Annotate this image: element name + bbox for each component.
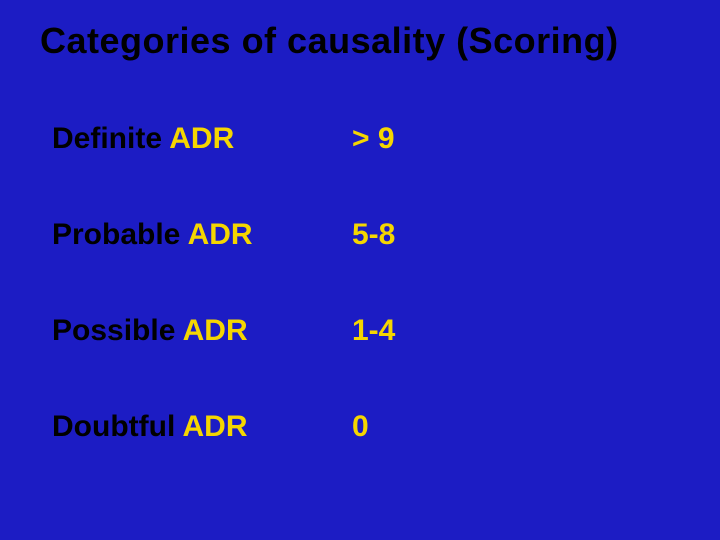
table-row-score: > 9 — [352, 122, 680, 156]
table-row-score: 1-4 — [352, 314, 680, 348]
label-part-yellow: ADR — [175, 314, 247, 347]
slide-container: Categories of causality (Scoring) Defini… — [0, 0, 720, 540]
label-part-black: Doubtful — [52, 410, 175, 443]
table-row-label: Possible ADR — [52, 314, 352, 348]
label-part-yellow: ADR — [162, 122, 234, 155]
label-part-black: Probable — [52, 218, 180, 251]
score-table: Definite ADR > 9 Probable ADR 5-8 Possib… — [40, 122, 680, 444]
table-row-label: Definite ADR — [52, 122, 352, 156]
label-part-black: Definite — [52, 122, 162, 155]
table-row-label: Doubtful ADR — [52, 410, 352, 444]
table-row-score: 0 — [352, 410, 680, 444]
slide-title: Categories of causality (Scoring) — [40, 20, 680, 62]
label-part-yellow: ADR — [180, 218, 252, 251]
table-row-score: 5-8 — [352, 218, 680, 252]
table-row-label: Probable ADR — [52, 218, 352, 252]
label-part-black: Possible — [52, 314, 175, 347]
label-part-yellow: ADR — [175, 410, 247, 443]
